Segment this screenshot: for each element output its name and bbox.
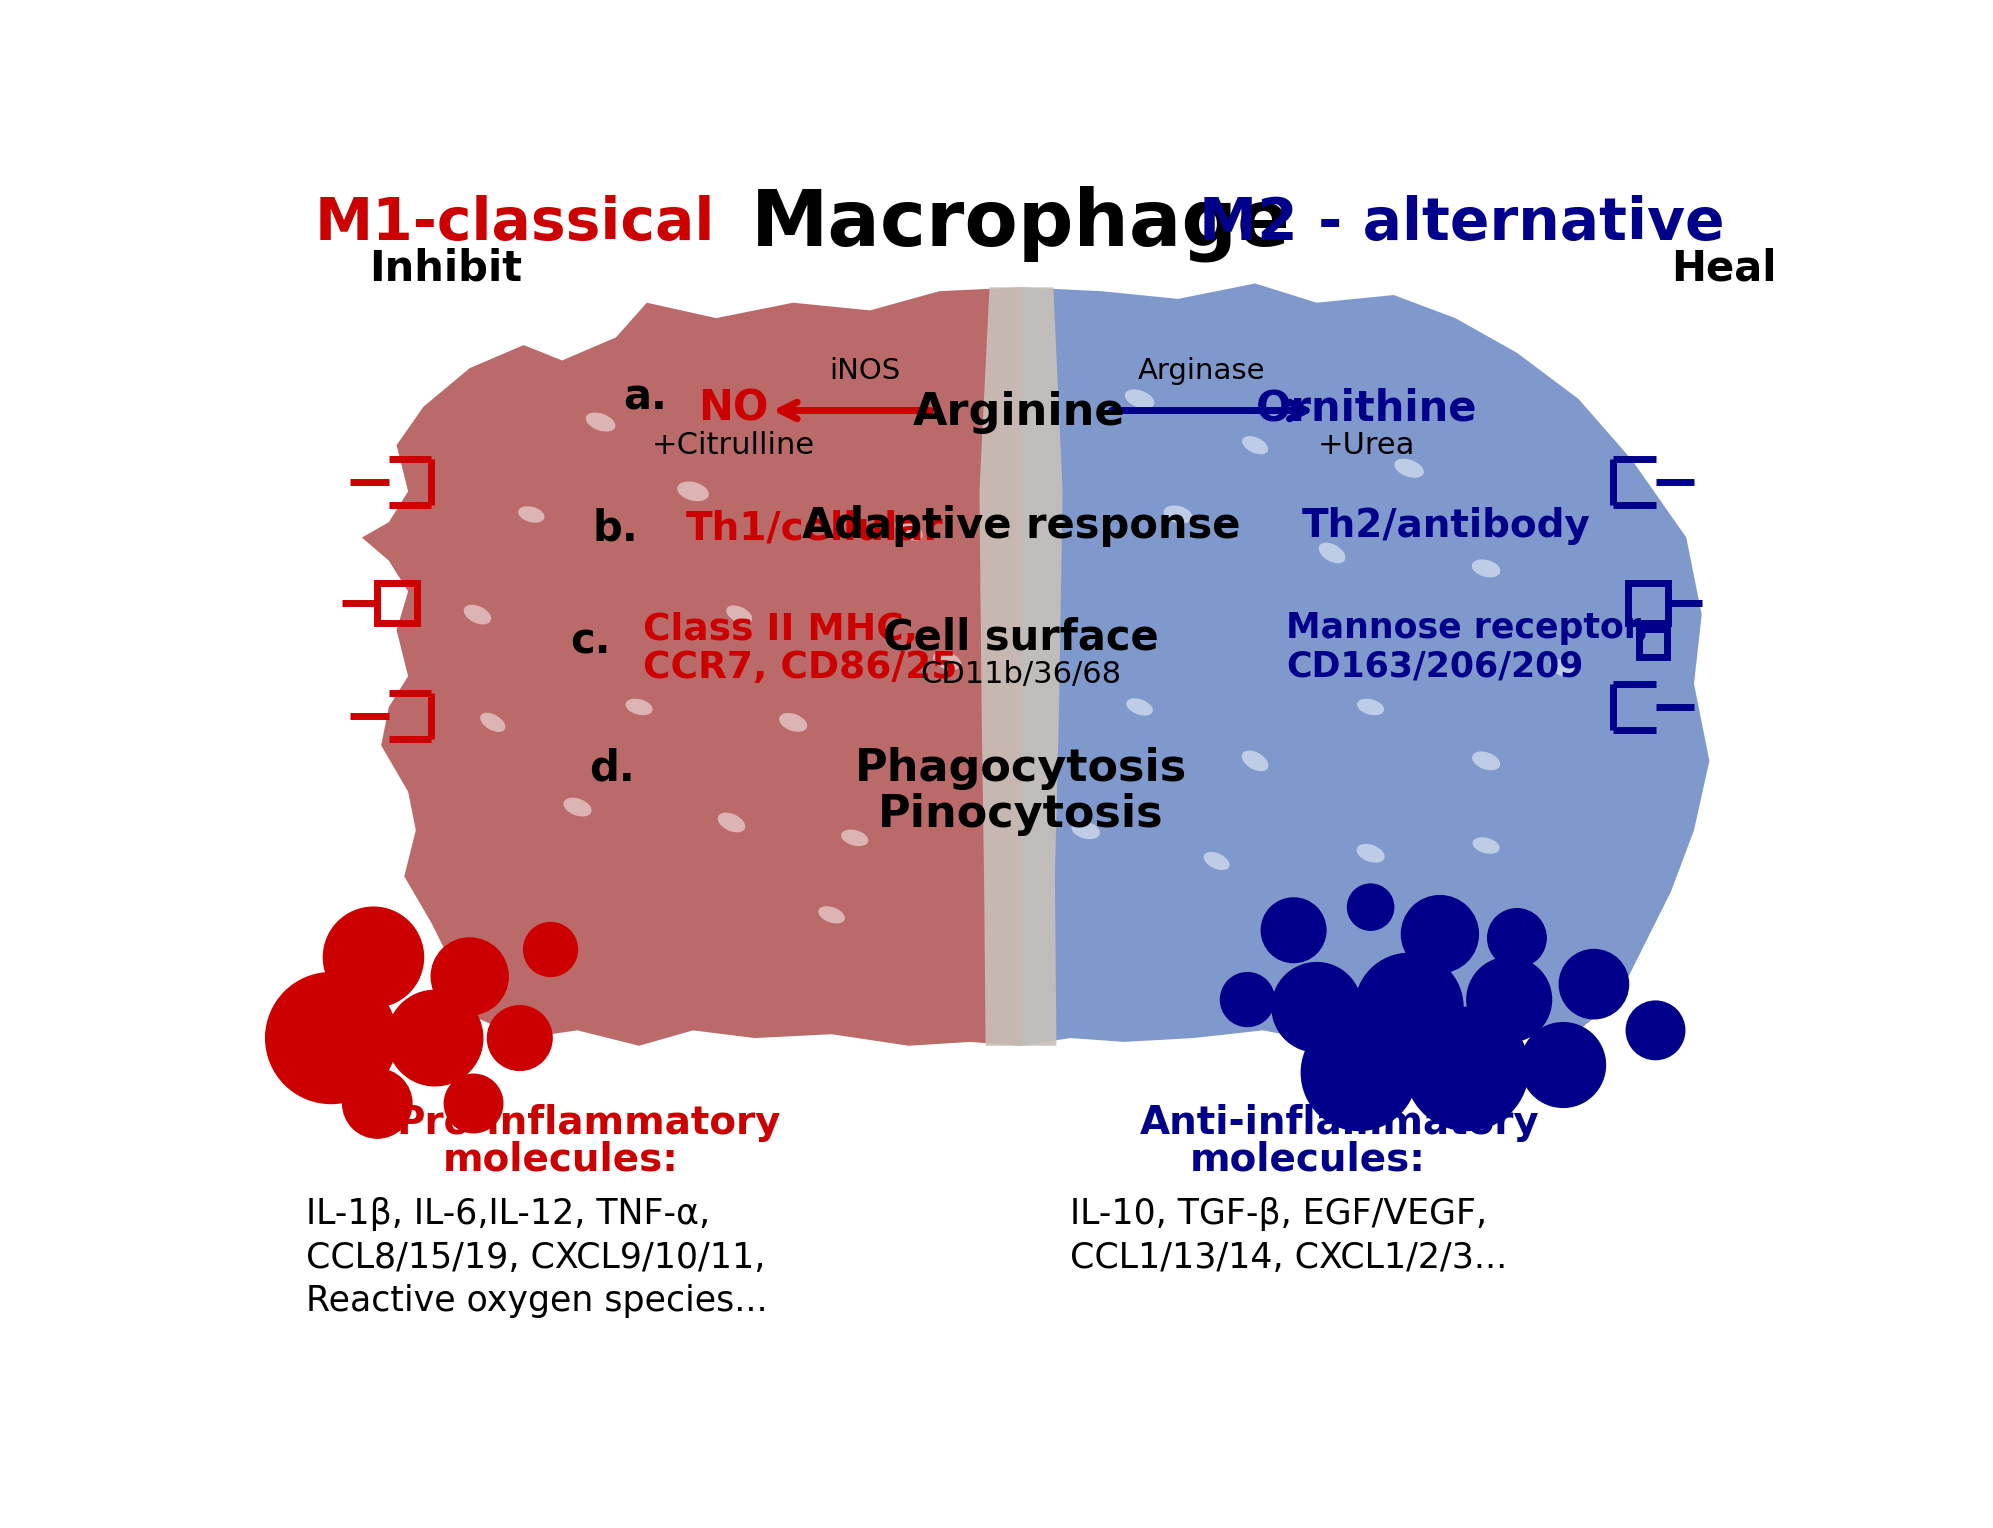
Ellipse shape	[1204, 851, 1230, 869]
Circle shape	[1262, 898, 1325, 963]
Ellipse shape	[1242, 435, 1268, 454]
Text: CCR7, CD86/25: CCR7, CD86/25	[644, 651, 957, 686]
Ellipse shape	[586, 413, 616, 431]
Polygon shape	[1020, 284, 1710, 1045]
Text: Th2/antibody: Th2/antibody	[1301, 507, 1590, 545]
Ellipse shape	[717, 813, 745, 833]
Text: Phagocytosis: Phagocytosis	[855, 747, 1188, 790]
Text: Class II MHC,: Class II MHC,	[644, 611, 919, 648]
Circle shape	[1401, 895, 1479, 973]
Text: d.: d.	[590, 747, 636, 790]
Ellipse shape	[1395, 458, 1423, 478]
Circle shape	[488, 1005, 552, 1071]
Ellipse shape	[819, 906, 845, 923]
Circle shape	[430, 938, 508, 1015]
Text: CD11b/36/68: CD11b/36/68	[921, 660, 1122, 689]
Ellipse shape	[1473, 752, 1501, 770]
Text: IL-1β, IL-6,IL-12, TNF-α,: IL-1β, IL-6,IL-12, TNF-α,	[307, 1196, 712, 1230]
Circle shape	[1626, 1001, 1684, 1059]
Circle shape	[524, 923, 578, 976]
Text: CCL8/15/19, CXCL9/10/11,: CCL8/15/19, CXCL9/10/11,	[307, 1241, 765, 1274]
Text: Macrophage: Macrophage	[751, 185, 1291, 261]
Circle shape	[323, 908, 423, 1007]
Ellipse shape	[1357, 843, 1385, 863]
Text: Reactive oxygen species...: Reactive oxygen species...	[307, 1285, 767, 1319]
Polygon shape	[363, 287, 1020, 1045]
Text: Adaptive response: Adaptive response	[801, 506, 1240, 547]
Text: Pinocytosis: Pinocytosis	[879, 793, 1164, 836]
Ellipse shape	[678, 481, 710, 501]
Text: CD163/206/209: CD163/206/209	[1285, 649, 1582, 685]
Text: Anti-inflammatory: Anti-inflammatory	[1140, 1103, 1539, 1141]
Circle shape	[343, 1070, 413, 1138]
Circle shape	[1347, 885, 1393, 931]
Ellipse shape	[1126, 698, 1152, 715]
Text: c.: c.	[570, 620, 610, 663]
Circle shape	[1521, 1022, 1606, 1108]
Ellipse shape	[1072, 821, 1100, 839]
Text: Pro-inflammatory: Pro-inflammatory	[397, 1103, 781, 1141]
Circle shape	[265, 973, 397, 1103]
Text: NO: NO	[698, 388, 767, 429]
Ellipse shape	[518, 506, 544, 523]
Circle shape	[1467, 957, 1553, 1042]
Text: Cell surface: Cell surface	[883, 617, 1158, 659]
Ellipse shape	[725, 605, 751, 623]
Ellipse shape	[626, 698, 652, 715]
Ellipse shape	[1471, 559, 1501, 578]
Ellipse shape	[480, 712, 506, 732]
Text: +Citrulline: +Citrulline	[652, 431, 815, 460]
Circle shape	[1301, 1015, 1417, 1131]
Ellipse shape	[1551, 660, 1576, 677]
Text: IL-10, TGF-β, EGF/VEGF,: IL-10, TGF-β, EGF/VEGF,	[1070, 1196, 1487, 1230]
Ellipse shape	[1164, 506, 1192, 524]
Circle shape	[1220, 973, 1274, 1027]
Polygon shape	[979, 287, 1062, 1045]
Ellipse shape	[779, 714, 807, 732]
Text: molecules:: molecules:	[1190, 1141, 1425, 1178]
Ellipse shape	[464, 605, 490, 625]
Text: Arginase: Arginase	[1138, 358, 1266, 385]
Ellipse shape	[933, 651, 961, 671]
Ellipse shape	[1319, 542, 1345, 564]
Ellipse shape	[1242, 750, 1268, 772]
Ellipse shape	[564, 798, 592, 816]
Text: molecules:: molecules:	[442, 1141, 680, 1178]
Circle shape	[1272, 963, 1361, 1051]
Bar	[1628, 584, 1668, 623]
Ellipse shape	[1124, 390, 1154, 408]
Text: iNOS: iNOS	[829, 358, 901, 385]
Text: +Urea: +Urea	[1317, 431, 1415, 460]
Text: Ornithine: Ornithine	[1256, 388, 1477, 429]
Text: M1-classical: M1-classical	[315, 196, 715, 252]
Circle shape	[1355, 953, 1463, 1060]
Text: CCL1/13/14, CXCL1/2/3...: CCL1/13/14, CXCL1/2/3...	[1070, 1241, 1507, 1274]
Text: M2 - alternative: M2 - alternative	[1200, 196, 1724, 252]
Text: Arginine: Arginine	[913, 391, 1124, 434]
Ellipse shape	[1473, 837, 1499, 854]
Circle shape	[1559, 949, 1628, 1019]
Circle shape	[1405, 1007, 1529, 1131]
Bar	[1640, 630, 1668, 657]
Text: Th1/cellular: Th1/cellular	[686, 509, 943, 547]
Ellipse shape	[841, 830, 869, 847]
Text: a.: a.	[624, 376, 668, 419]
Text: b.: b.	[592, 507, 638, 550]
Ellipse shape	[1357, 698, 1385, 715]
Ellipse shape	[895, 520, 923, 541]
Text: Heal: Heal	[1670, 248, 1776, 289]
Circle shape	[387, 990, 482, 1086]
Circle shape	[1487, 909, 1547, 967]
Text: Inhibit: Inhibit	[369, 248, 522, 289]
Circle shape	[444, 1074, 502, 1132]
Text: Mannose receptor,: Mannose receptor,	[1285, 611, 1648, 645]
Bar	[377, 584, 417, 623]
